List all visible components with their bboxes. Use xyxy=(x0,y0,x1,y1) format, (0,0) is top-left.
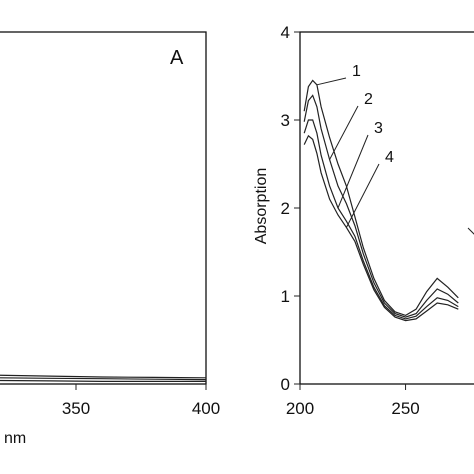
panel-b-y-tick-label: 1 xyxy=(281,287,290,306)
panel-b-frame xyxy=(299,31,474,385)
panel-a: A 350 400 nm xyxy=(0,31,220,447)
panel-a-x-tick-label: 400 xyxy=(192,399,220,418)
panel-a-series-line xyxy=(0,379,206,382)
panel-b-y-tick-label: 2 xyxy=(281,199,290,218)
panel-a-x-axis-title: nm xyxy=(4,430,26,447)
panel-b-y-tick-label: 0 xyxy=(281,375,290,394)
curve-4-leader-line xyxy=(345,163,380,228)
panel-a-series-group xyxy=(0,374,207,382)
panel-b-x-tick-label: 250 xyxy=(391,399,419,418)
panel-b-series-4-line xyxy=(303,134,459,322)
panel-b-y-ticks: 0 1 2 3 4 xyxy=(281,23,300,394)
panel-b-y-tick-label: 4 xyxy=(281,23,290,42)
panel-b-series-3-line xyxy=(303,119,459,320)
panel-a-frame xyxy=(0,31,207,385)
panel-b-x-ticks: 200 250 xyxy=(286,384,420,418)
panel-a-series-line xyxy=(0,374,207,379)
panel-b-x-tick-label: 200 xyxy=(286,399,314,418)
panel-a-x-ticks: 350 400 xyxy=(62,384,220,418)
panel-b-arrow-fragment xyxy=(467,227,474,235)
panel-a-x-tick-label: 350 xyxy=(62,399,90,418)
curve-1-leader-line xyxy=(316,77,347,86)
panel-b-series-group xyxy=(303,79,459,322)
curve-1-label: 1 xyxy=(352,63,361,80)
panel-b-y-tick-label: 3 xyxy=(281,111,290,130)
panel-b-series-2-line xyxy=(303,94,459,318)
panel-a-label: A xyxy=(170,47,184,69)
curve-3-leader-line xyxy=(337,134,369,209)
curve-4-label: 4 xyxy=(385,149,394,166)
curve-2-label: 2 xyxy=(364,91,373,108)
curve-3-label: 3 xyxy=(374,120,383,137)
panel-b-y-axis-title: Absorption xyxy=(253,168,270,245)
panel-b-series-1-line xyxy=(303,79,459,317)
curve-2-leader-line xyxy=(329,105,359,160)
panel-a-series-line xyxy=(0,377,207,381)
